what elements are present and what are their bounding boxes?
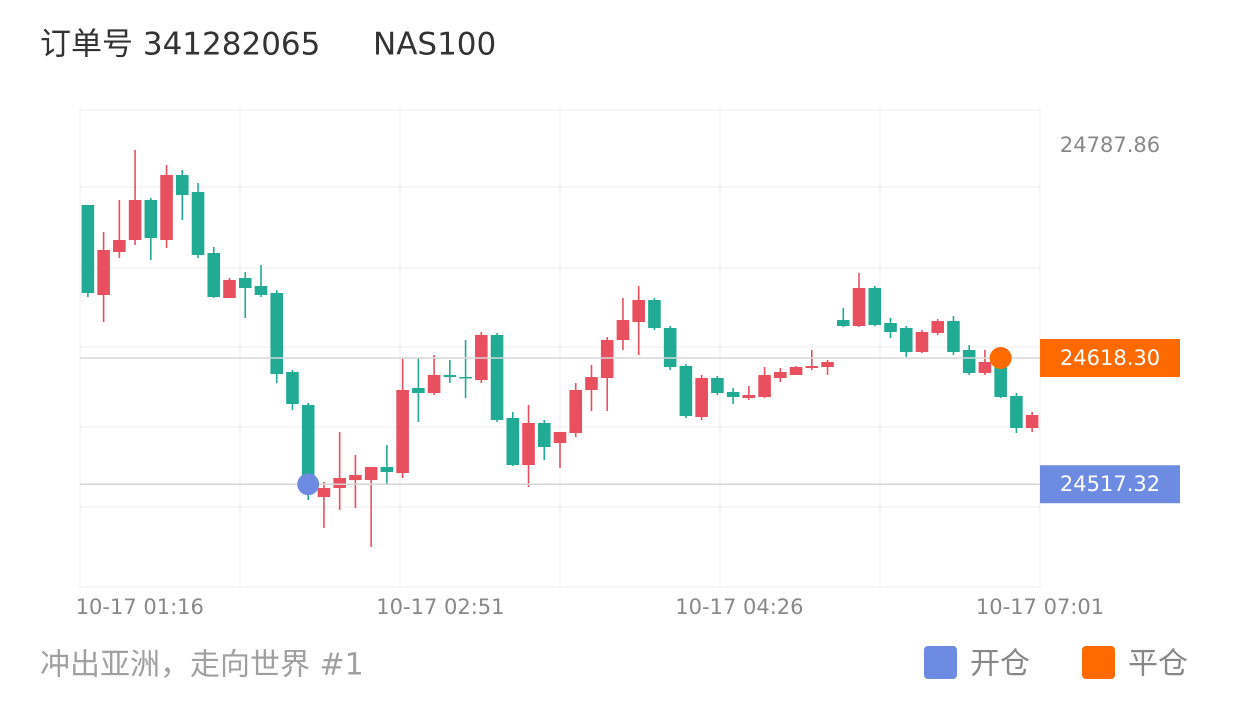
price-tag: [1040, 339, 1180, 377]
candle-body: [459, 377, 472, 379]
candle-body: [711, 378, 724, 393]
candle-body: [81, 205, 95, 293]
candle-body: [648, 300, 661, 328]
price-tag-label: 24517.32: [1060, 472, 1160, 496]
candle-body: [349, 475, 362, 480]
price-tag: [1040, 465, 1180, 504]
candle-body: [899, 328, 913, 352]
candle-body: [663, 328, 677, 367]
candle-body: [286, 372, 299, 404]
candle-body: [931, 321, 944, 333]
candle-body: [97, 250, 110, 295]
x-tick-label: 10-17 07:01: [976, 595, 1104, 619]
x-tick-label: 10-17 04:26: [675, 595, 803, 619]
candle-body: [836, 320, 850, 326]
candle-body: [915, 332, 929, 352]
candle-body: [569, 390, 583, 433]
trade-marker: [989, 347, 1012, 369]
candle-body: [522, 423, 535, 465]
candle-body: [852, 288, 866, 326]
candle-body: [144, 200, 158, 238]
candle-body: [758, 375, 771, 397]
candle-body: [616, 320, 630, 340]
candle-body: [191, 192, 205, 255]
legend-swatch: [924, 646, 957, 679]
x-tick-label: 10-17 01:16: [76, 595, 204, 619]
legend-label: 平仓: [1128, 647, 1188, 682]
candle-body: [947, 321, 960, 352]
candle-body: [962, 350, 976, 373]
candle-body: [223, 280, 236, 298]
candle-body: [789, 367, 803, 375]
chart-subtitle: NAS100: [373, 27, 496, 63]
candle-body: [805, 366, 819, 368]
candle-body: [726, 392, 740, 397]
trade-marker: [297, 473, 320, 496]
chart-title: 订单号 341282065: [40, 27, 320, 63]
candle-body: [632, 300, 645, 322]
legend-swatch: [1082, 646, 1115, 679]
candle-body: [207, 253, 221, 297]
candle-body: [128, 200, 142, 240]
candle-body: [301, 405, 315, 492]
candle-body: [176, 175, 189, 195]
grid: [79, 109, 1041, 588]
candle-body: [600, 340, 614, 378]
price-tag-label: 24618.30: [1060, 346, 1160, 370]
candle-body: [490, 335, 504, 420]
y-tick-label: 24787.86: [1060, 133, 1160, 157]
candle-body: [978, 362, 992, 373]
candle-body: [884, 323, 897, 332]
candle-body: [364, 467, 378, 480]
candle-body: [396, 390, 409, 473]
candle-body: [412, 388, 425, 393]
candle-body: [270, 293, 284, 374]
candle-body: [333, 478, 346, 488]
candle-body: [774, 372, 787, 378]
candle-body: [380, 467, 394, 472]
candle-body: [1010, 396, 1023, 428]
candle-body: [553, 432, 567, 443]
candle-body: [113, 240, 126, 252]
candle-body: [427, 375, 441, 393]
candle-body: [695, 378, 708, 417]
x-tick-label: 10-17 02:51: [376, 595, 504, 619]
candle-body: [742, 395, 756, 398]
candle-body: [537, 423, 551, 447]
legend-label: 开仓: [970, 647, 1030, 682]
candle-body: [238, 278, 252, 288]
footer: 冲出亚洲，走向世界 #1: [40, 648, 364, 683]
candle-body: [1025, 415, 1039, 428]
candle-body: [821, 362, 834, 367]
candle-body: [160, 175, 173, 240]
candle-body: [317, 488, 331, 497]
candle-body: [443, 375, 457, 377]
candle-body: [254, 286, 268, 295]
candle-body: [506, 418, 520, 465]
candle-body: [868, 288, 882, 325]
candle-body: [585, 377, 598, 390]
candle-body: [679, 366, 693, 416]
